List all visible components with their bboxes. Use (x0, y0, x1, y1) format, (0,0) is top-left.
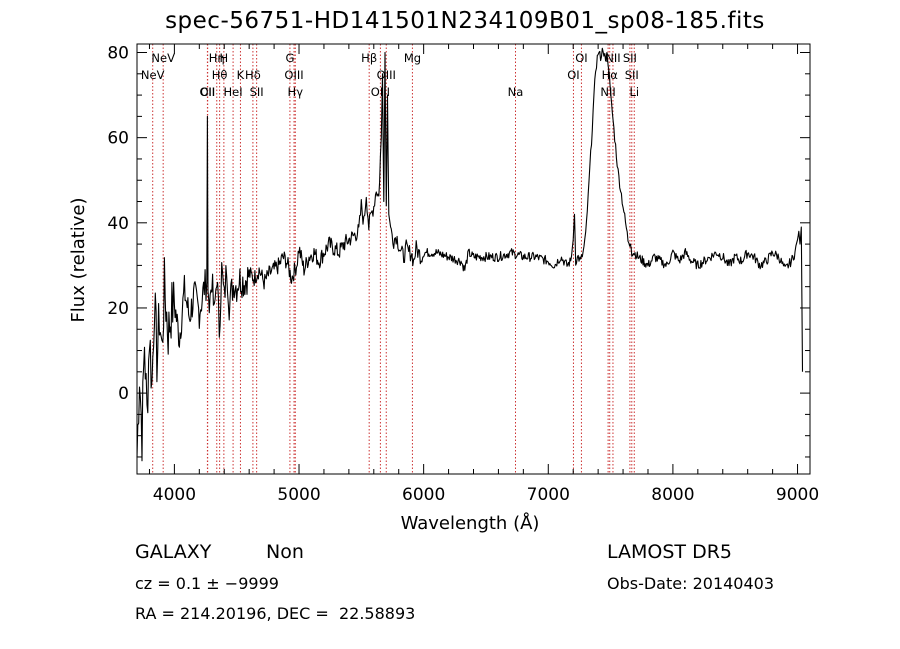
line-label-17: Mg (404, 51, 421, 65)
line-label-24: SII (623, 51, 637, 65)
x-axis-ticks: 4000 5000 6000 7000 8000 9000 (148, 44, 819, 505)
x-tick-label: 6000 (402, 485, 445, 505)
line-label-9: Hδ (245, 68, 261, 82)
line-label-13: Hγ (288, 85, 304, 99)
plot-frame (136, 43, 811, 475)
line-label-18: Na (508, 85, 524, 99)
line-label-11: G (285, 51, 294, 65)
y-tick-label: 80 (107, 44, 129, 64)
x-tick-label: 4000 (153, 485, 196, 505)
line-label-5: Hθ (212, 68, 228, 82)
survey-name: LAMOST DR5 (607, 541, 732, 563)
line-label-23: NII (605, 51, 620, 65)
obs-date: Obs-Date: 20140403 (607, 574, 775, 593)
line-label-25: SII (625, 68, 639, 82)
y-tick-label: 60 (107, 129, 129, 149)
chart-title: spec-56751-HD141501N234109B01_sp08-185.f… (165, 8, 765, 34)
line-label-16: OIII (377, 68, 396, 82)
object-subclass: Non (266, 541, 304, 563)
x-tick-label: 7000 (527, 485, 570, 505)
x-tick-label: 9000 (776, 485, 819, 505)
line-label-0: NeV (141, 68, 165, 82)
line-label-3: CII (200, 85, 215, 99)
y-axis-label: Flux (relative) (68, 197, 89, 322)
x-tick-label: 5000 (277, 485, 320, 505)
line-label-26: Li (629, 85, 639, 99)
line-label-7: HeI (224, 85, 243, 99)
line-label-21: NII (600, 85, 615, 99)
redshift-readout: cz = 0.1 ± −9999 (135, 574, 279, 593)
y-axis-ticks: 0 20 40 60 80 (107, 44, 810, 458)
y-tick-label: 20 (107, 299, 129, 319)
line-label-2: OII (199, 85, 215, 99)
line-label-14: Hβ (361, 51, 377, 65)
line-label-20: OI (575, 51, 587, 65)
y-tick-label: 40 (107, 214, 129, 234)
coordinates: RA = 214.20196, DEC = 22.58893 (135, 604, 416, 623)
x-tick-label: 8000 (651, 485, 694, 505)
line-label-6: H (220, 51, 229, 65)
line-label-1: NeV (151, 51, 175, 65)
line-label-19: OI (567, 68, 579, 82)
x-axis-label: Wavelength (Å) (401, 512, 540, 534)
line-label-10: SII (250, 85, 264, 99)
y-tick-label: 0 (118, 384, 129, 404)
line-label-4: Hη (209, 51, 225, 65)
object-class: GALAXY (135, 541, 212, 563)
spectrum-series-line (136, 47, 804, 462)
line-label-12: OIII (284, 68, 303, 82)
line-label-8: K (237, 68, 245, 82)
